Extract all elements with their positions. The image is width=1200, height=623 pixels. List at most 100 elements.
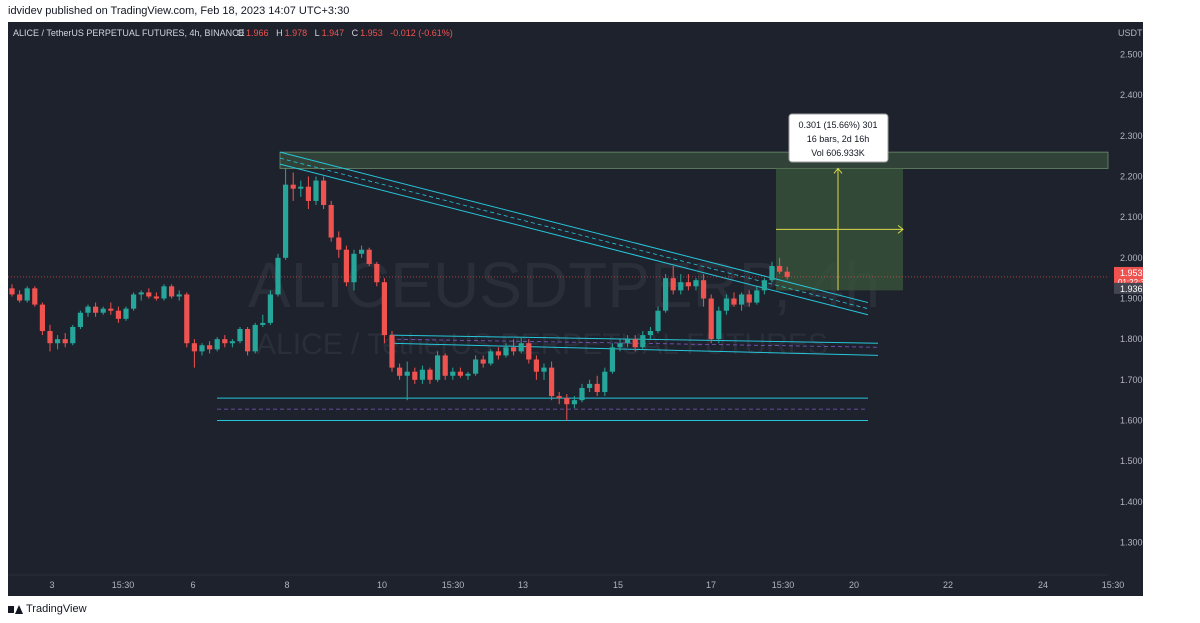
candle bbox=[283, 168, 289, 260]
candle bbox=[55, 335, 61, 350]
candle-body bbox=[47, 331, 53, 344]
candle bbox=[108, 302, 114, 315]
candle-body bbox=[24, 288, 30, 301]
price-tick-label: 2.000 bbox=[1120, 253, 1143, 263]
candle-body bbox=[541, 367, 547, 372]
candle bbox=[191, 339, 197, 368]
candle-body bbox=[518, 343, 524, 352]
candle bbox=[541, 363, 547, 380]
chart-background bbox=[8, 22, 1143, 596]
candle bbox=[473, 355, 479, 376]
time-tick-label: 15:30 bbox=[1102, 580, 1125, 590]
candle bbox=[625, 335, 631, 348]
candle bbox=[267, 290, 273, 325]
candle bbox=[746, 290, 752, 307]
chart-pane[interactable]: ALICEUSDTPERP, 4h ALICE / TetherUS PERPE… bbox=[8, 22, 1143, 596]
measure-tooltip bbox=[788, 113, 889, 163]
candle-body bbox=[716, 310, 722, 340]
price-tick-label: 1.400 bbox=[1120, 497, 1143, 507]
candle-body bbox=[17, 294, 23, 301]
candle-body bbox=[754, 290, 760, 303]
candle bbox=[47, 324, 53, 352]
candle-body bbox=[191, 343, 197, 352]
candle-body bbox=[237, 328, 243, 342]
candle-body bbox=[9, 288, 15, 295]
price-tick-label: 1.600 bbox=[1120, 415, 1143, 425]
time-tick-label: 15:30 bbox=[112, 580, 135, 590]
time-axis[interactable]: 3 15:30 6 8 10 15:30 13 15 17 15:30 20 22 24 15:30 bbox=[8, 574, 1125, 590]
candle bbox=[412, 367, 418, 384]
candle-body bbox=[62, 339, 68, 344]
candle bbox=[39, 302, 45, 336]
candle-body bbox=[602, 371, 608, 393]
candle bbox=[313, 176, 319, 205]
price-tick-label: 1.900 bbox=[1120, 294, 1143, 304]
candle bbox=[131, 292, 137, 311]
bar-countdown: 01:22:37 bbox=[1118, 278, 1143, 287]
candle-body bbox=[419, 369, 425, 380]
candle bbox=[260, 314, 266, 327]
candle bbox=[571, 396, 577, 409]
candle-body bbox=[108, 308, 114, 311]
candle-body bbox=[161, 286, 167, 299]
candle-body bbox=[290, 184, 296, 189]
candle bbox=[480, 355, 486, 368]
candle-body bbox=[305, 186, 311, 201]
price-axis[interactable]: USDT2.5002.4002.3002.2002.1002.0001.9001… bbox=[1114, 28, 1143, 547]
candle-body bbox=[199, 345, 205, 352]
candle-body bbox=[663, 278, 669, 311]
tradingview-footer[interactable]: TradingView bbox=[8, 603, 87, 615]
candle bbox=[511, 339, 517, 356]
price-tick-label: 2.400 bbox=[1120, 90, 1143, 100]
candle bbox=[647, 326, 653, 340]
candle-body bbox=[313, 180, 319, 201]
price-range-measure[interactable]: 0.301 (15.66%) 301 16 bars, 2d 16h Vol 6… bbox=[788, 113, 889, 163]
time-tick-label: 15:30 bbox=[772, 580, 795, 590]
measure-volume: Vol 606.933K bbox=[811, 148, 865, 158]
candle-body bbox=[503, 347, 509, 356]
candle-body bbox=[564, 398, 570, 405]
currency-label: USDT bbox=[1118, 28, 1143, 38]
candle bbox=[708, 294, 714, 344]
candle bbox=[161, 284, 167, 301]
candle bbox=[450, 367, 456, 380]
low-label: L bbox=[315, 28, 320, 38]
candle bbox=[640, 331, 646, 350]
candle bbox=[716, 306, 722, 344]
candle bbox=[655, 306, 661, 334]
candle bbox=[169, 284, 175, 299]
time-tick-label: 13 bbox=[518, 580, 528, 590]
low-value: 1.947 bbox=[322, 28, 345, 38]
price-tick-label: 1.800 bbox=[1120, 334, 1143, 344]
candle-body bbox=[93, 306, 99, 313]
candle bbox=[761, 278, 767, 295]
candle-body bbox=[229, 341, 235, 344]
candle-body bbox=[488, 351, 494, 364]
candle bbox=[381, 278, 387, 344]
candle bbox=[777, 257, 783, 275]
candle bbox=[70, 324, 76, 346]
candle-body bbox=[571, 400, 577, 405]
candle bbox=[419, 365, 425, 384]
candle-body bbox=[739, 294, 745, 305]
candle bbox=[85, 304, 91, 317]
candle-body bbox=[640, 335, 646, 348]
candle-body bbox=[245, 328, 251, 352]
candle-body bbox=[100, 308, 106, 313]
candle bbox=[17, 290, 23, 303]
candle-body bbox=[731, 298, 737, 305]
candle-body bbox=[359, 249, 365, 254]
candle-body bbox=[609, 347, 615, 372]
measure-right-arrowhead bbox=[897, 224, 904, 234]
candle-body bbox=[260, 322, 266, 325]
candle bbox=[32, 286, 38, 307]
candle-body bbox=[549, 367, 555, 397]
candle bbox=[351, 249, 357, 291]
candle-body bbox=[784, 271, 790, 277]
candle-body bbox=[214, 339, 220, 350]
candlestick-chart[interactable]: ALICEUSDTPERP, 4h ALICE / TetherUS PERPE… bbox=[8, 22, 1143, 596]
candle bbox=[275, 253, 281, 297]
time-tick-label: 15:30 bbox=[442, 580, 465, 590]
candle bbox=[222, 335, 228, 348]
symbol-title: ALICE / TetherUS PERPETUAL FUTURES, 4h, … bbox=[13, 28, 245, 38]
